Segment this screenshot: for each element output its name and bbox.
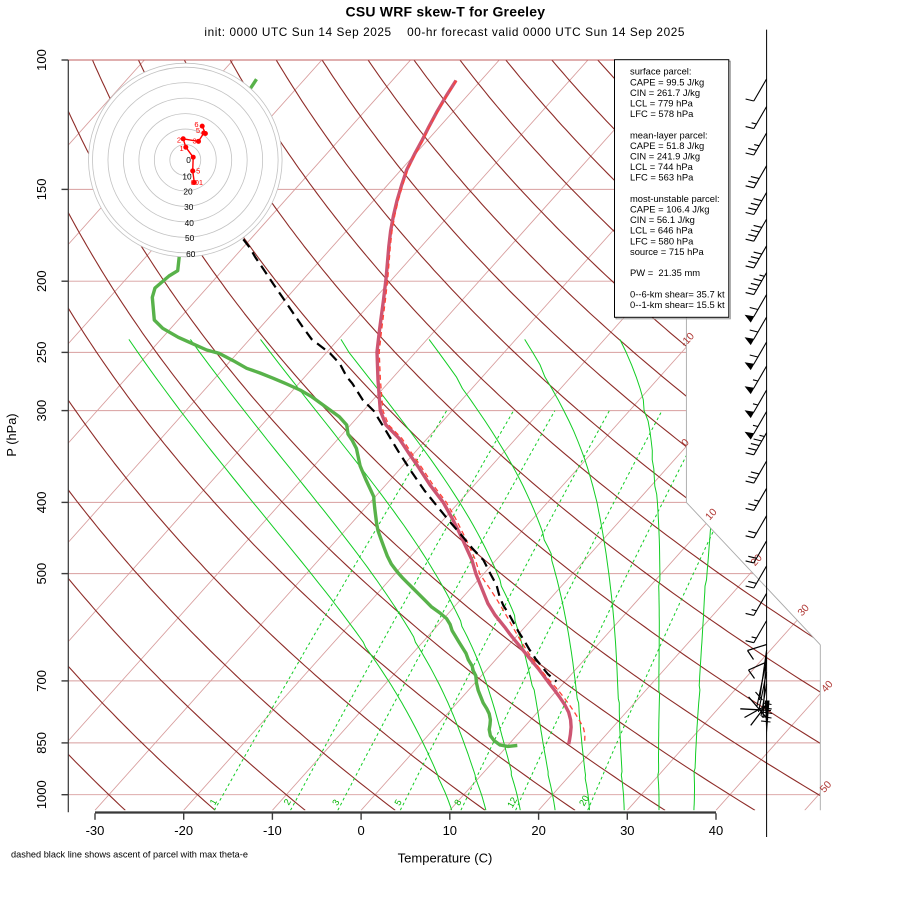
svg-text:0: 0 xyxy=(680,437,692,449)
svg-text:200: 200 xyxy=(34,270,49,292)
svg-text:mean-layer parcel:: mean-layer parcel: xyxy=(630,129,708,140)
svg-text:CIN = 241.9 J/kg: CIN = 241.9 J/kg xyxy=(630,151,700,162)
svg-text:P (hPa): P (hPa) xyxy=(4,413,19,456)
svg-text:10: 10 xyxy=(182,172,192,182)
svg-text:3: 3 xyxy=(330,798,341,807)
svg-text:2: 2 xyxy=(282,797,293,806)
svg-text:PW = 21.35 mm: PW = 21.35 mm xyxy=(630,267,700,278)
svg-text:40: 40 xyxy=(709,823,723,838)
svg-text:20: 20 xyxy=(531,823,545,838)
svg-text:100: 100 xyxy=(34,49,49,71)
svg-text:30: 30 xyxy=(620,823,634,838)
svg-text:20: 20 xyxy=(577,794,591,808)
svg-text:dashed black line shows ascent: dashed black line shows ascent of parcel… xyxy=(11,850,248,860)
svg-text:850: 850 xyxy=(34,732,49,754)
svg-text:0--1-km shear= 15.5 kt: 0--1-km shear= 15.5 kt xyxy=(630,299,725,310)
svg-text:8: 8 xyxy=(452,798,463,807)
svg-text:1: 1 xyxy=(180,144,184,153)
svg-text:-10: -10 xyxy=(263,823,282,838)
svg-text:init: 0000 UTC Sun 14 Sep 2025: init: 0000 UTC Sun 14 Sep 2025 00-hr for… xyxy=(204,25,685,39)
svg-text:250: 250 xyxy=(34,342,49,364)
svg-text:2: 2 xyxy=(177,136,181,145)
svg-text:-30: -30 xyxy=(86,823,105,838)
svg-text:LFC = 580 hPa: LFC = 580 hPa xyxy=(630,235,694,246)
svg-text:40: 40 xyxy=(185,218,195,228)
svg-text:CAPE = 106.4 J/kg: CAPE = 106.4 J/kg xyxy=(630,204,709,215)
svg-text:001: 001 xyxy=(191,178,204,187)
svg-text:50: 50 xyxy=(185,233,195,243)
svg-text:6: 6 xyxy=(194,120,198,129)
svg-text:CIN = 261.7 J/kg: CIN = 261.7 J/kg xyxy=(630,87,700,98)
svg-text:5: 5 xyxy=(196,167,200,176)
svg-text:30: 30 xyxy=(184,202,194,212)
svg-text:-20: -20 xyxy=(174,823,193,838)
svg-text:5: 5 xyxy=(393,798,404,807)
svg-text:CIN = 56.1 J/kg: CIN = 56.1 J/kg xyxy=(630,214,695,225)
svg-text:most-unstable parcel:: most-unstable parcel: xyxy=(630,193,720,204)
svg-text:CSU WRF skew-T for Greeley: CSU WRF skew-T for Greeley xyxy=(346,3,546,19)
svg-text:CAPE = 99.5 J/kg: CAPE = 99.5 J/kg xyxy=(630,76,704,87)
svg-text:150: 150 xyxy=(34,179,49,201)
svg-text:0: 0 xyxy=(186,155,191,165)
svg-text:0: 0 xyxy=(357,823,364,838)
svg-text:1: 1 xyxy=(208,797,219,806)
svg-text:400: 400 xyxy=(34,492,49,514)
svg-text:1000: 1000 xyxy=(34,780,49,809)
svg-text:20: 20 xyxy=(183,187,193,197)
svg-text:3: 3 xyxy=(193,137,197,146)
svg-text:LFC = 563 hPa: LFC = 563 hPa xyxy=(630,172,694,183)
svg-text:500: 500 xyxy=(34,563,49,585)
svg-text:0--6-km shear= 35.7 kt: 0--6-km shear= 35.7 kt xyxy=(630,288,725,299)
svg-text:5: 5 xyxy=(196,126,200,135)
svg-text:LCL = 744 hPa: LCL = 744 hPa xyxy=(630,161,694,172)
svg-text:10: 10 xyxy=(443,823,457,838)
svg-text:LFC = 578 hPa: LFC = 578 hPa xyxy=(630,108,694,119)
svg-text:Temperature (C): Temperature (C) xyxy=(398,851,493,866)
svg-text:surface parcel:: surface parcel: xyxy=(630,66,692,77)
svg-text:LCL = 779 hPa: LCL = 779 hPa xyxy=(630,98,694,109)
svg-text:700: 700 xyxy=(34,670,49,692)
svg-text:12: 12 xyxy=(505,796,519,810)
svg-text:60: 60 xyxy=(186,249,196,259)
svg-text:CAPE = 51.8 J/kg: CAPE = 51.8 J/kg xyxy=(630,140,704,151)
svg-text:LCL = 646 hPa: LCL = 646 hPa xyxy=(630,225,694,236)
svg-text:source = 715 hPa: source = 715 hPa xyxy=(630,246,705,257)
svg-text:300: 300 xyxy=(34,400,49,422)
